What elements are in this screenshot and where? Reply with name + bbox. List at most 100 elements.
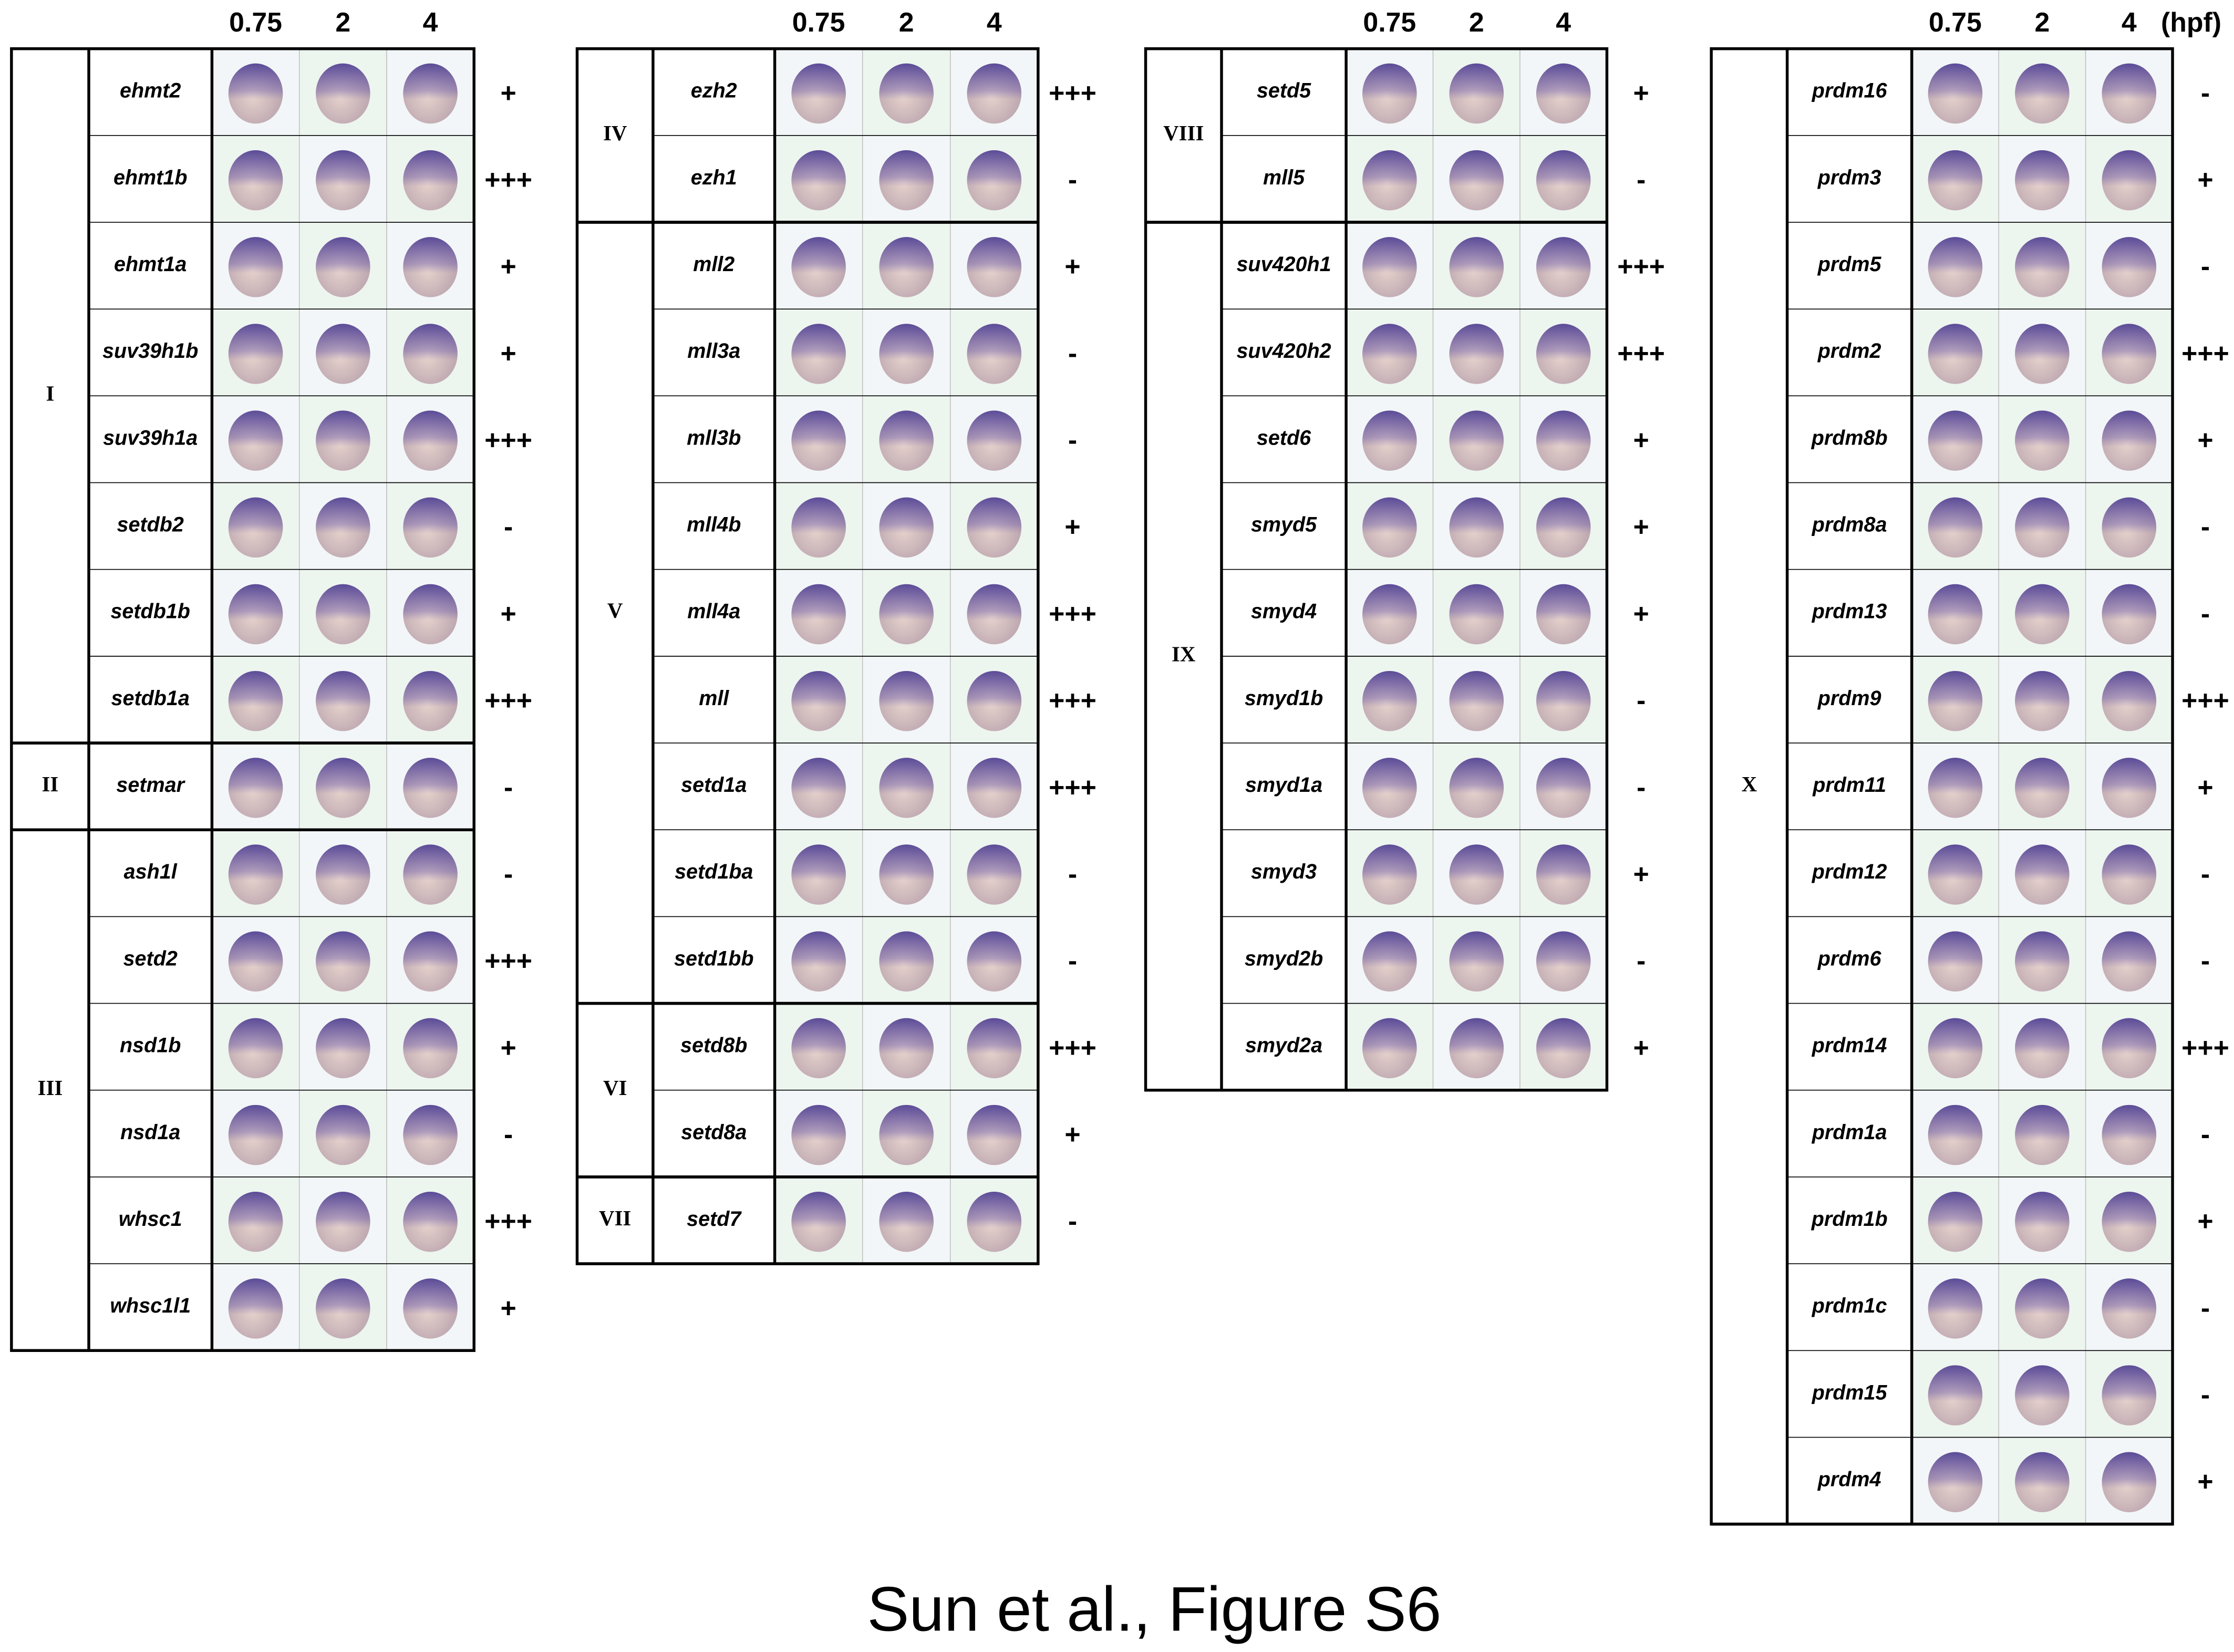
embryo-stain — [2015, 670, 2070, 731]
embryo-stain — [1536, 237, 1591, 297]
expression-score: +++ — [2181, 685, 2229, 716]
group-label: V — [607, 599, 623, 623]
expression-score: - — [1637, 772, 1646, 802]
stage-header: 0.75 — [1929, 7, 1982, 37]
embryo-stain — [1928, 324, 1983, 384]
embryo-stain — [967, 150, 1022, 211]
gene-name: prdm1c — [1812, 1294, 1887, 1317]
stage-header: 0.75 — [229, 7, 282, 37]
embryo-stain — [316, 150, 370, 211]
gene-name: prdm15 — [1812, 1381, 1888, 1404]
embryo-stain — [967, 1104, 1022, 1165]
embryo-stain — [967, 237, 1022, 297]
panel-border — [1144, 47, 1609, 1092]
expression-score: +++ — [484, 945, 532, 976]
embryo-stain — [2015, 237, 2070, 297]
expression-score: +++ — [1049, 685, 1097, 716]
expression-score: - — [504, 772, 513, 802]
embryo-stain — [2102, 63, 2157, 124]
embryo-stain — [316, 1018, 370, 1079]
gene-name: suv420h2 — [1236, 339, 1331, 363]
embryo-stain — [791, 931, 846, 992]
embryo-stain — [879, 1104, 934, 1165]
gene-name: smyd2a — [1245, 1034, 1322, 1057]
expression-score: +++ — [1617, 338, 1665, 368]
gene-name: setd8a — [681, 1121, 747, 1144]
embryo-stain — [228, 410, 283, 471]
embryo-stain — [879, 497, 934, 558]
gene-name: prdm5 — [1817, 253, 1882, 276]
expression-score: + — [1633, 598, 1649, 628]
embryo-stain — [791, 670, 846, 731]
gene-name: whsc1l1 — [110, 1294, 191, 1317]
gene-name: prdm11 — [1812, 773, 1886, 797]
embryo-stain — [228, 324, 283, 384]
gene-name: setdb1b — [110, 600, 190, 623]
embryo-stain — [1449, 324, 1504, 384]
expression-score: - — [2201, 859, 2210, 889]
embryo-stain — [2102, 844, 2157, 905]
embryo-stain — [1362, 931, 1417, 992]
embryo-stain — [403, 237, 458, 297]
embryo-stain — [1449, 844, 1504, 905]
gene-name: prdm8b — [1811, 426, 1888, 449]
embryo-stain — [791, 497, 846, 558]
stage-header: 4 — [1556, 7, 1571, 37]
gene-name: ehmt1b — [113, 166, 188, 189]
expression-score: +++ — [2181, 338, 2229, 368]
expression-score: - — [1068, 425, 1077, 455]
embryo-stain — [879, 584, 934, 645]
embryo-stain — [1536, 410, 1591, 471]
embryo-stain — [1449, 584, 1504, 645]
embryo-stain — [879, 931, 934, 992]
embryo-stain — [1449, 150, 1504, 211]
expression-score: - — [1068, 164, 1077, 195]
embryo-stain — [1928, 63, 1983, 124]
embryo-stain — [2015, 1452, 2070, 1512]
embryo-stain — [879, 844, 934, 905]
gene-name: ehmt1a — [114, 253, 187, 276]
expression-score: +++ — [1617, 251, 1665, 282]
gene-name: prdm12 — [1812, 860, 1887, 883]
embryo-stain — [1449, 1018, 1504, 1079]
expression-score: - — [504, 859, 513, 889]
expression-score: + — [500, 1293, 516, 1323]
embryo-stain — [1928, 844, 1983, 905]
embryo-stain — [228, 844, 283, 905]
stage-header: 2 — [899, 7, 914, 37]
expression-score: + — [2197, 1466, 2213, 1496]
expression-score: +++ — [1049, 1032, 1097, 1062]
gene-name: nsd1b — [120, 1034, 181, 1057]
embryo-stain — [879, 1191, 934, 1252]
embryo-stain — [2015, 584, 2070, 645]
gene-name: smyd1a — [1245, 773, 1322, 797]
embryo-stain — [2102, 1452, 2157, 1512]
embryo-stain — [2102, 150, 2157, 211]
embryo-stain — [228, 1278, 283, 1339]
gene-name: mll5 — [1263, 166, 1305, 189]
embryo-stain — [316, 237, 370, 297]
gene-name: ash1l — [124, 860, 178, 883]
embryo-stain — [2102, 237, 2157, 297]
gene-name: suv420h1 — [1236, 253, 1331, 276]
gene-name: mll3a — [687, 339, 740, 363]
embryo-stain — [791, 1104, 846, 1165]
stage-header: 4 — [423, 7, 438, 37]
embryo-stain — [1362, 324, 1417, 384]
expression-score: +++ — [2181, 1032, 2229, 1062]
embryo-stain — [2102, 584, 2157, 645]
gene-name: prdm16 — [1812, 79, 1888, 102]
embryo-stain — [967, 497, 1022, 558]
expression-score: +++ — [484, 1206, 532, 1236]
embryo-stain — [228, 150, 283, 211]
embryo-stain — [403, 670, 458, 731]
embryo-stain — [1928, 931, 1983, 992]
gene-name: prdm4 — [1817, 1468, 1881, 1491]
embryo-stain — [791, 324, 846, 384]
embryo-stain — [967, 931, 1022, 992]
expression-score: - — [2201, 945, 2210, 976]
embryo-stain — [2015, 1191, 2070, 1252]
embryo-stain — [2015, 1365, 2070, 1426]
panel-border — [1710, 47, 2174, 1526]
